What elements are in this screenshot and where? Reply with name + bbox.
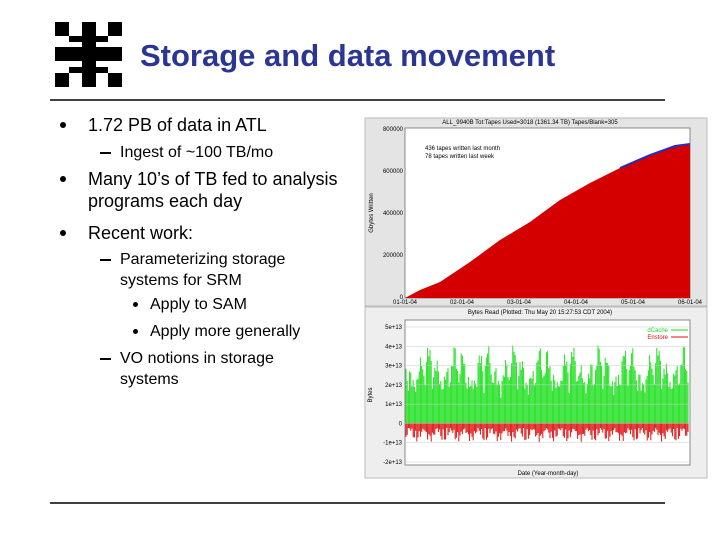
bullet	[60, 230, 66, 236]
bullet-text: Many 10’s of TB fed to analysis programs…	[88, 169, 338, 211]
y-tick-label: 1e+13	[385, 402, 403, 408]
figure-bytes-read: Bytes Read (Plotted: Thu May 20 15:27:53…	[364, 306, 708, 479]
y-tick-label: 800000	[383, 127, 404, 133]
x-tick-label: 03-01-04	[507, 300, 532, 306]
sub-bullet-text: VO notions in storage systems	[120, 350, 274, 388]
figure-title: ALL_9940B Tot:Tapes Used=3018 (1361.34 T…	[442, 120, 618, 126]
y-tick-label: 5e+13	[385, 325, 403, 331]
logo	[55, 22, 122, 87]
bullet	[133, 329, 138, 334]
x-tick-label: 06-01-04	[678, 300, 703, 306]
x-tick-label: 02-01-04	[450, 300, 475, 306]
y-tick-label: 3e+13	[385, 364, 403, 370]
bullet	[133, 302, 138, 307]
y-label: Bytes	[368, 387, 374, 402]
y-tick-label: 0	[400, 295, 404, 301]
area	[405, 144, 690, 298]
x-tick-label: 04-01-04	[564, 300, 589, 306]
sub-sub-bullet-text: Apply to SAM	[150, 296, 247, 313]
bullet-text: Recent work:	[88, 223, 194, 243]
slide-title: Storage and data movement	[140, 38, 556, 73]
note: 436 tapes written last month	[425, 146, 500, 152]
bullet-text: 1.72 PB of data in ATL	[88, 115, 267, 135]
bullet	[60, 176, 66, 182]
y-tick-label: 600000	[383, 169, 404, 175]
y-tick-label: 0	[399, 421, 403, 427]
legend-label: dCache	[647, 328, 668, 334]
y-tick-label: 200000	[383, 253, 404, 259]
sub-bullet-text: Parameterizing storage systems for SRM	[120, 251, 286, 289]
activity-green	[405, 345, 689, 423]
y-label: Gbytes Written	[369, 193, 375, 233]
dash	[100, 259, 111, 261]
figure-tape-usage: ALL_9940B Tot:Tapes Used=3018 (1361.34 T…	[364, 117, 708, 307]
y-tick-label: -1e+13	[383, 441, 403, 447]
figure-title: Bytes Read (Plotted: Thu May 20 15:27:53…	[468, 310, 612, 316]
y-tick-label: 4e+13	[385, 344, 403, 350]
x-tick-label: 05-01-04	[621, 300, 646, 306]
activity-red	[405, 423, 689, 442]
note: 78 tapes written last week	[425, 154, 495, 160]
y-tick-label: -2e+13	[383, 460, 403, 466]
bullet	[60, 122, 66, 128]
sub-sub-bullet-text: Apply more generally	[150, 323, 301, 340]
dash	[100, 358, 111, 360]
dash	[100, 152, 111, 154]
x-tick-label: 01-01-04	[393, 300, 418, 306]
y-tick-label: 2e+13	[385, 383, 403, 389]
y-tick-label: 400000	[383, 211, 404, 217]
x-label: Date (Year-month-day)	[518, 471, 579, 477]
line	[619, 143, 691, 169]
legend-label: Enstore	[647, 335, 668, 341]
sub-bullet-text: Ingest of ~100 TB/mo	[120, 144, 274, 161]
